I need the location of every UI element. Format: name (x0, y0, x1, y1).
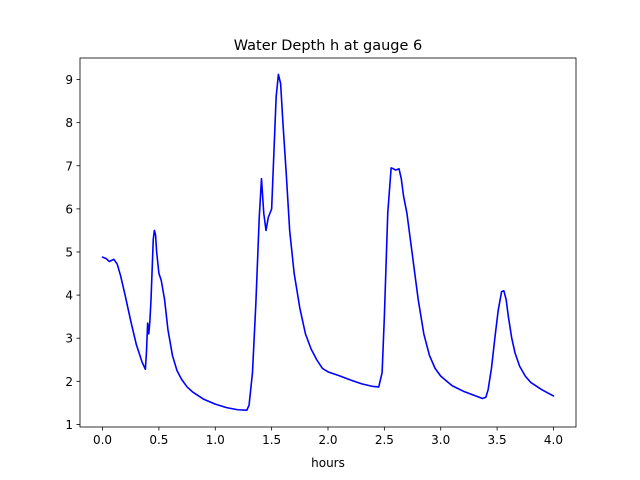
x-tick-label: 4.0 (544, 433, 563, 447)
x-tick-label: 0.0 (93, 433, 112, 447)
y-tick-label: 6 (65, 202, 73, 216)
x-tick-label: 0.5 (149, 433, 168, 447)
plot-area (79, 57, 577, 428)
x-tick-label: 1.0 (206, 433, 225, 447)
y-tick-label: 4 (65, 289, 73, 303)
y-tick-label: 9 (65, 73, 73, 87)
chart-title: Water Depth h at gauge 6 (234, 38, 422, 54)
y-tick-label: 2 (65, 375, 73, 389)
y-tick-label: 7 (65, 159, 73, 173)
y-tick-label: 3 (65, 332, 73, 346)
x-tick-label: 3.5 (488, 433, 507, 447)
y-axis: 1 2 3 4 5 6 7 8 9 (65, 73, 80, 432)
x-axis-title: hours (311, 456, 345, 470)
x-tick-label: 2.0 (318, 433, 337, 447)
series-line-0 (101, 73, 555, 411)
y-tick-label: 8 (65, 116, 73, 130)
x-tick-label: 3.0 (431, 433, 450, 447)
x-tick-label: 2.5 (375, 433, 394, 447)
x-tick-label: 1.5 (262, 433, 281, 447)
x-axis: 0.0 0.5 1.0 1.5 2.0 2.5 3.0 3.5 4.0 (93, 427, 563, 447)
y-tick-label: 1 (65, 418, 73, 432)
y-tick-label: 5 (65, 245, 73, 259)
